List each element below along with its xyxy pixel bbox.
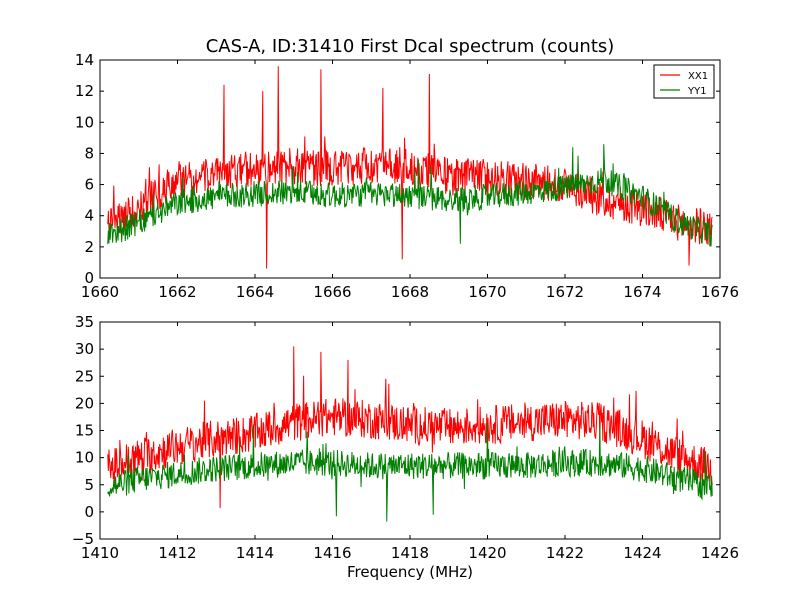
x-tick-label: 1420 [468,544,506,562]
x-tick-label: 1418 [391,544,429,562]
y-tick-label: 20 [75,394,94,412]
y-tick-label: 4 [84,207,94,225]
x-tick-label: 1668 [391,283,429,301]
x-axis-label: Frequency (MHz) [347,563,473,581]
x-tick-label: 1660 [81,283,119,301]
x-tick-label: 1416 [313,544,351,562]
x-tick-label: 1664 [236,283,274,301]
y-tick-label: 14 [75,51,94,69]
y-tick-label: 30 [75,340,94,358]
chart-title: CAS-A, ID:31410 First Dcal spectrum (cou… [206,36,615,57]
y-tick-label: 10 [75,113,94,131]
y-tick-label: 5 [84,476,94,494]
series-line-yy1 [107,144,713,247]
x-tick-label: 1676 [701,283,739,301]
x-tick-label: 1414 [236,544,274,562]
bottom-panel: 1410 1412 1414 1416 1418 1420 1422 1424 1426 −5 0 5… [72,313,739,562]
x-tick-label: 1410 [81,544,119,562]
x-tick-label: 1672 [546,283,584,301]
y-tick-label: 12 [75,82,94,100]
top-panel: 1660 1662 1664 1666 1668 1670 1672 1674 1676 0 2 4 6… [75,51,739,301]
legend-label-yy1: YY1 [687,86,707,97]
y-tick-label: 10 [75,449,94,467]
y-tick-label: 15 [75,422,94,440]
y-tick-label: 8 [84,144,94,162]
series-line-yy1 [107,422,713,522]
series-line-xx1 [107,346,713,509]
plot-area [107,346,713,522]
x-tick-label: 1662 [158,283,196,301]
x-tick-label: 1670 [468,283,506,301]
x-tick-label: 1426 [701,544,739,562]
y-tick-label: 0 [84,269,94,287]
plot-area [107,66,713,269]
y-tick-label: 0 [84,503,94,521]
x-tick-label: 1666 [313,283,351,301]
x-tick-label: 1412 [158,544,196,562]
legend-label-xx1: XX1 [688,71,708,82]
y-tick-label: −5 [72,530,94,548]
series-line-xx1 [107,66,713,269]
x-tick-label: 1674 [623,283,661,301]
y-tick-label: 25 [75,367,94,385]
x-tick-label: 1422 [546,544,584,562]
y-tick-label: 2 [84,238,94,256]
y-tick-label: 35 [75,313,94,331]
x-tick-label: 1424 [623,544,661,562]
y-tick-label: 6 [84,176,94,194]
